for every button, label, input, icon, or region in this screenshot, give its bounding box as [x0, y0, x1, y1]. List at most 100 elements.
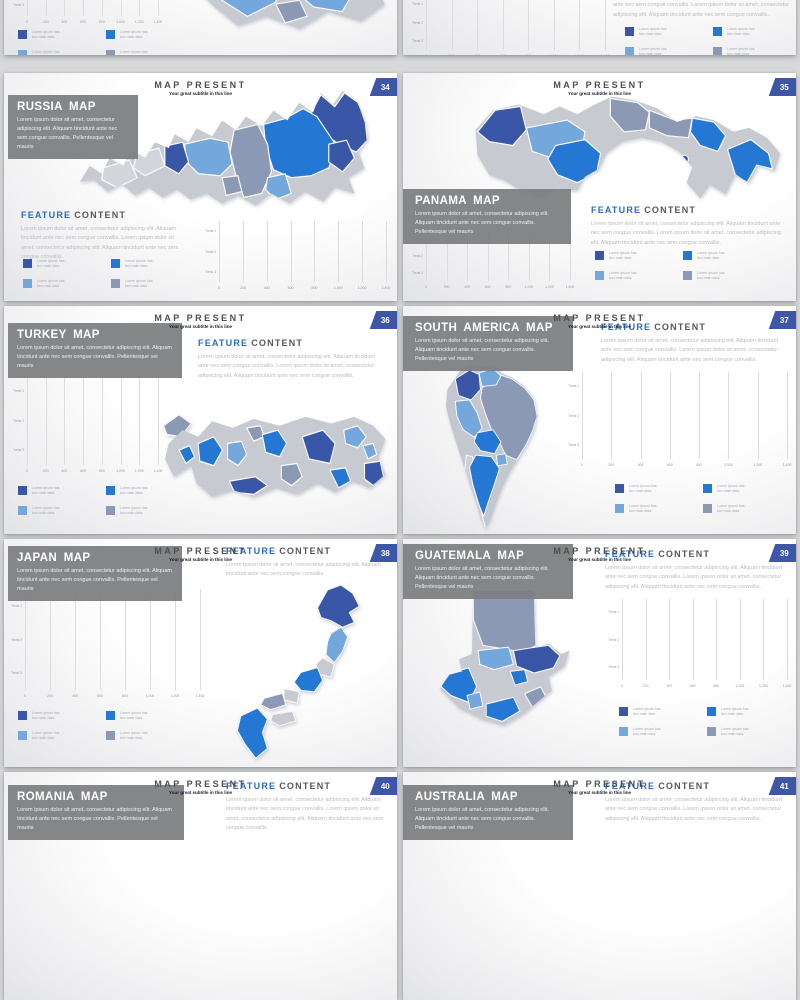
slide-japan-map[interactable]: MAP PRESENT Your great subtitle in this … — [4, 539, 397, 767]
gridline — [640, 372, 642, 459]
russia-map-graphic — [79, 90, 369, 206]
axis-tick-label: 0 — [26, 469, 28, 473]
axis-tick-label: 400 — [61, 20, 68, 24]
legend-swatch-icon — [625, 46, 634, 55]
chart-plot: 0 200 400 600 800 1,000 1,200 1,400 — [26, 0, 162, 24]
legend-swatch-icon — [683, 270, 692, 280]
slide-title: RUSSIA MAP — [17, 101, 96, 113]
gridline — [787, 599, 788, 680]
feature-heading-accent: FEATURE — [198, 338, 249, 348]
axis-tick-label: 400 — [474, 54, 480, 55]
slide-title-caption: Lorem ipsum dolor sit amet, consectetur … — [415, 211, 549, 236]
slide-header-subtitle: Your great subtitle in this line — [568, 91, 631, 96]
gridline — [83, 0, 85, 16]
chart-plot: 0 200 400 600 800 1,000 1,200 1,400 — [218, 221, 390, 290]
feature-heading-accent: FEATURE — [226, 781, 277, 791]
slide-australia-map[interactable]: MAP PRESENT Your great subtitle in this … — [403, 772, 796, 1000]
slide-guatemala-map[interactable]: MAP PRESENT Your great subtitle in this … — [403, 539, 796, 767]
gridline — [528, 0, 530, 50]
slide-number: 35 — [780, 82, 789, 92]
slide-panama-map[interactable]: MAP PRESENT Your great subtitle in this … — [403, 73, 796, 301]
gridline — [669, 372, 671, 459]
slide-title-caption: Lorem ipsum dolor sit amet, consectetur … — [415, 807, 549, 832]
slide-title: SOUTH AMERICA MAP — [415, 322, 553, 334]
axis-tick-label: 1,200 — [134, 469, 144, 473]
gridline — [100, 589, 101, 690]
axis-tick-label: 800 — [696, 463, 703, 467]
gridline — [467, 230, 469, 281]
axis-tick-label: 400 — [666, 684, 673, 688]
legend-swatch-icon — [707, 726, 716, 736]
bar-category-label: Trend 3 — [412, 270, 423, 275]
legend-swatch-icon — [106, 49, 115, 55]
slide-russia-map[interactable]: MAP PRESENT Your great subtitle in this … — [4, 73, 397, 301]
slide-header-subtitle: Your great subtitle in this line — [568, 324, 631, 329]
gridline — [692, 599, 694, 680]
slide-title-caption: Lorem ipsum dolor sit amet, consectetur … — [17, 117, 118, 151]
feature-heading: FEATURE CONTENT — [21, 210, 189, 220]
turkey-map-graphic — [162, 413, 386, 497]
legend-swatch-icon — [106, 730, 115, 740]
chart-legend: Lorem ipsum has two main data Lorem ipsum … — [18, 711, 168, 742]
bar-category-label: Trend 1 — [205, 229, 216, 234]
gridline — [175, 589, 176, 690]
gridline — [120, 376, 122, 465]
slide-header-title: MAP PRESENT — [553, 779, 646, 789]
slide-header-subtitle: Your great subtitle in this line — [169, 557, 232, 562]
axis-tick-label: 1,200 — [753, 463, 763, 467]
slide-header-title: MAP PRESENT — [553, 546, 646, 556]
legend-swatch-icon — [619, 707, 628, 716]
bar-category-label: Trend 1 — [11, 603, 22, 608]
slide-turkey-map[interactable]: MAP PRESENT Your great subtitle in this … — [4, 306, 397, 534]
gridline — [139, 376, 141, 465]
chart-plot: 0 200 400 600 800 1,000 1,200 1,400 — [425, 230, 574, 289]
bar-category-label: Trend 2 — [205, 249, 216, 254]
gridline — [451, 0, 453, 50]
feature-heading: FEATURE CONTENT — [591, 205, 783, 215]
feature-heading-rest: CONTENT — [658, 781, 711, 791]
gridline — [75, 589, 76, 690]
slide-south-america-map[interactable]: MAP PRESENT Your great subtitle in this … — [403, 306, 796, 534]
gridline — [27, 0, 28, 16]
chart-legend: Lorem ipsum has two main data Lorem ipsum … — [18, 30, 168, 55]
bar-category-label: Trend 1 — [608, 610, 619, 615]
slide-header-title: MAP PRESENT — [154, 779, 247, 789]
gridline — [622, 599, 623, 680]
feature-text: Lorem ipsum dolor sit amet, consectetur … — [198, 354, 376, 379]
slide-header-subtitle: Your great subtitle in this line — [568, 790, 631, 795]
slide-number: 34 — [381, 82, 390, 92]
gridline — [611, 372, 613, 459]
slide-romania-map[interactable]: MAP PRESENT Your great subtitle in this … — [4, 772, 397, 1000]
axis-tick-label: 1,000 — [735, 684, 745, 688]
legend-swatch-icon — [111, 278, 120, 288]
title-box: RUSSIA MAP Lorem ipsum dolor sit amet, c… — [8, 95, 138, 160]
axis-tick-label: 0 — [425, 54, 427, 55]
axis-tick-label: 200 — [443, 285, 450, 289]
axis-tick-label: 1,400 — [153, 469, 163, 473]
bar-category-label: Trend 2 — [13, 418, 24, 423]
axis-tick-label: 1,400 — [601, 54, 610, 55]
gridline — [25, 589, 26, 690]
gridline — [158, 0, 159, 16]
gridline — [242, 221, 244, 282]
feature-heading: FEATURE CONTENT — [601, 322, 789, 332]
